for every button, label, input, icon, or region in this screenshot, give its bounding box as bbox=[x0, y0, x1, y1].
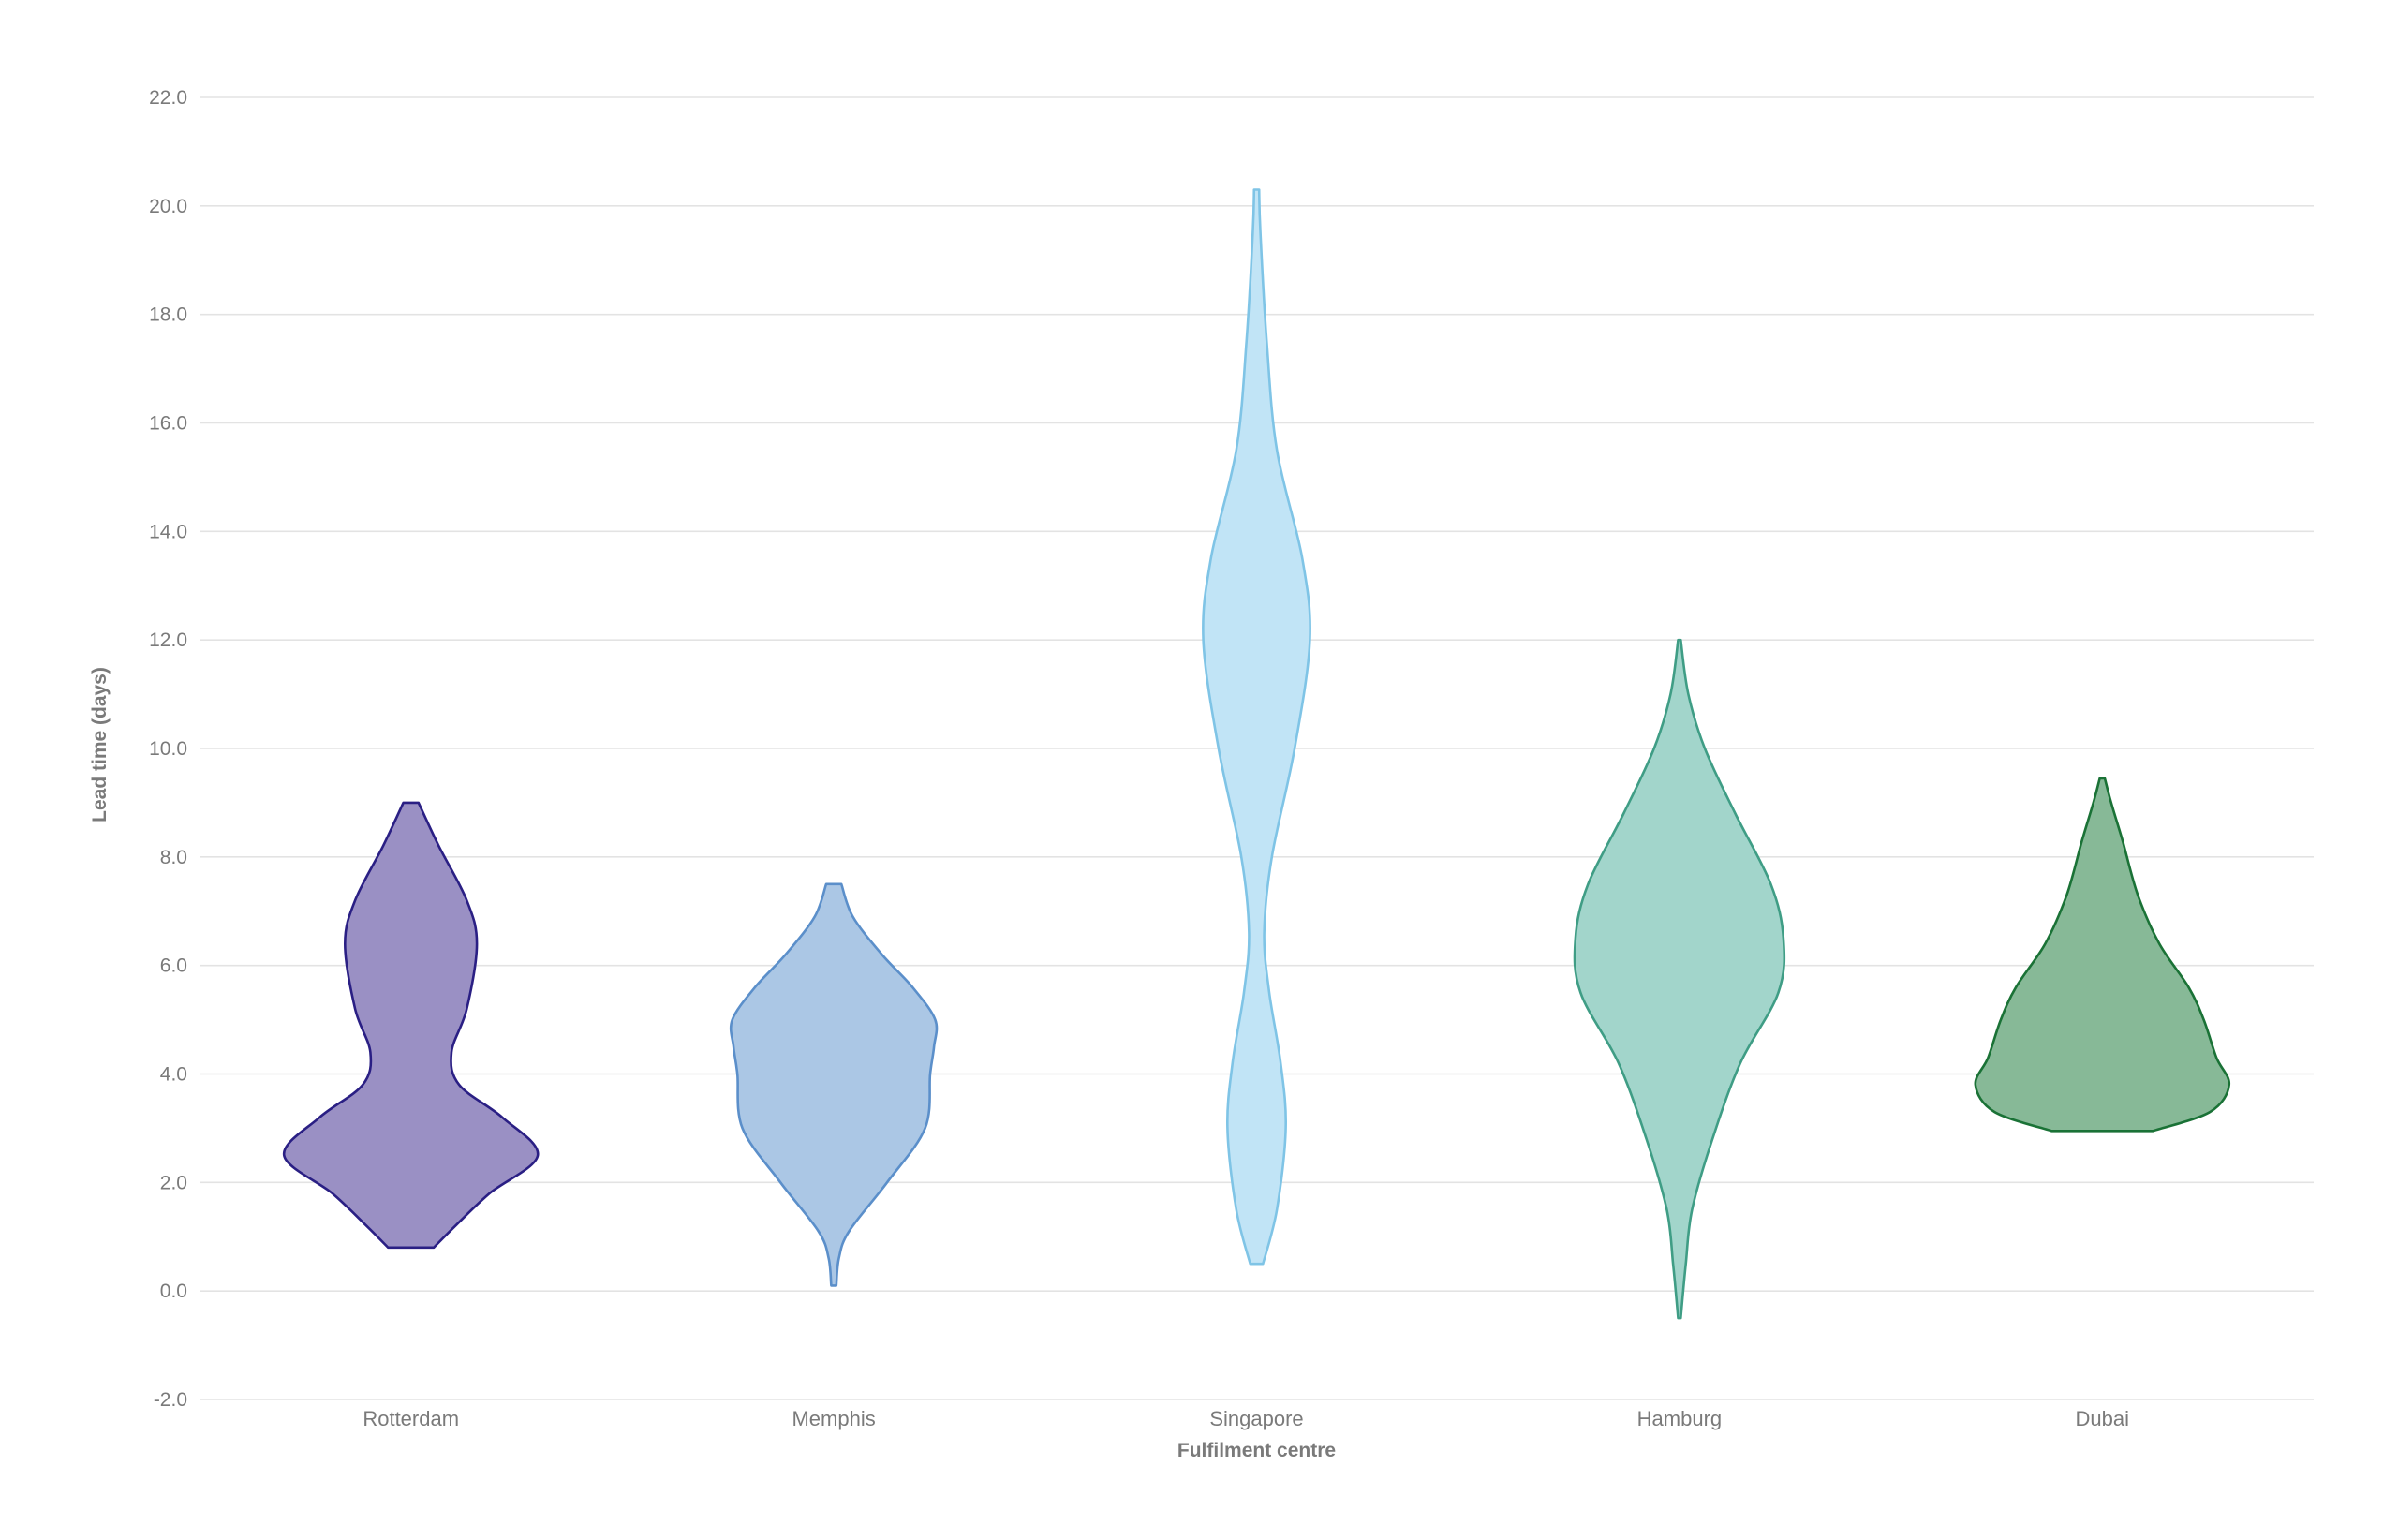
y-tick-label: 2.0 bbox=[160, 1172, 187, 1193]
violin-singapore bbox=[1202, 188, 1311, 1266]
violin-dubai bbox=[1974, 777, 2231, 1133]
x-axis-title: Fulfilment centre bbox=[1177, 1440, 1336, 1461]
y-tick-label: 12.0 bbox=[149, 629, 187, 651]
y-axis-title: Lead time (days) bbox=[89, 667, 111, 822]
y-tick-label: 8.0 bbox=[160, 847, 187, 868]
y-axis-ticks: -2.0 0.0 2.0 4.0 6.0 8.0 10.0 12.0 14.0 16.0 18.0 2… bbox=[149, 87, 187, 1411]
y-tick-label: 22.0 bbox=[149, 87, 187, 109]
x-tick-label: Dubai bbox=[2076, 1407, 2129, 1430]
y-tick-label: 4.0 bbox=[160, 1064, 187, 1086]
x-tick-label: Rotterdam bbox=[363, 1407, 459, 1430]
violin-hamburg bbox=[1573, 638, 1786, 1320]
x-tick-label: Singapore bbox=[1209, 1407, 1303, 1430]
y-tick-label: 18.0 bbox=[149, 304, 187, 326]
y-tick-label: 20.0 bbox=[149, 196, 187, 217]
y-tick-label: 16.0 bbox=[149, 413, 187, 435]
violin-memphis bbox=[729, 882, 939, 1287]
y-tick-label: 10.0 bbox=[149, 738, 187, 760]
y-tick-label: 6.0 bbox=[160, 955, 187, 977]
x-tick-label: Hamburg bbox=[1637, 1407, 1722, 1430]
y-tick-label: -2.0 bbox=[154, 1389, 187, 1411]
y-tick-label: 0.0 bbox=[160, 1281, 187, 1302]
x-axis-ticks: Rotterdam Memphis Singapore Hamburg Dubai bbox=[363, 1407, 2129, 1430]
violins bbox=[282, 188, 2231, 1320]
x-tick-label: Memphis bbox=[792, 1407, 875, 1430]
y-tick-label: 14.0 bbox=[149, 521, 187, 542]
violin-rotterdam bbox=[282, 801, 540, 1250]
